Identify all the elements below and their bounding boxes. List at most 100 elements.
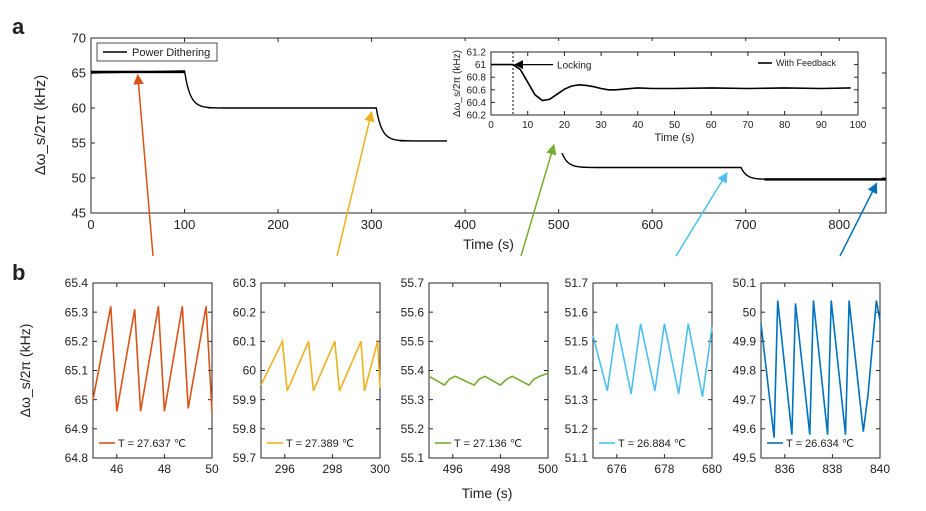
y-tick-label: 55.7: [401, 276, 425, 290]
zoom-legend-label: T = 27.637 ℃: [118, 438, 186, 450]
y-tick-label: 60.3: [233, 276, 257, 290]
y-tick-label: 64.9: [65, 422, 89, 436]
x-tick-label: 50: [205, 462, 219, 476]
x-tick-label: 46: [110, 462, 124, 476]
y-axis-label: Δω_s/2π (kHz): [17, 324, 33, 418]
x-tick-label: 700: [735, 217, 757, 232]
y-tick-label: 45: [72, 206, 86, 221]
x-tick-label: 298: [322, 462, 342, 476]
x-tick-label: 60: [706, 120, 718, 131]
x-tick-label: 500: [548, 217, 570, 232]
axes-box: [92, 282, 213, 459]
inset-x-axis-label: Time (s): [655, 132, 695, 144]
y-tick-label: 50: [743, 305, 757, 319]
pointer-arrow: [839, 182, 878, 257]
x-tick-label: 80: [779, 120, 791, 131]
y-tick-label: 51.6: [565, 305, 589, 319]
shared-x-axis-label: Time (s): [462, 485, 513, 501]
zoom-chart-2: 296 298 300 59.7 59.8 59.9 60 60.1 60.2 60.3 T = 2…: [233, 276, 391, 476]
axes-box: [592, 282, 713, 459]
y-tick-label: 51.3: [565, 393, 589, 407]
y-tick-label: 60.8: [467, 73, 487, 84]
y-tick-label: 61.2: [467, 48, 487, 59]
y-axis-label: Δω_s/2π (kHz): [32, 75, 49, 175]
y-tick-label: 55: [72, 136, 86, 151]
zoom-chart-3: 496 498 500 55.1 55.2 55.3 55.4 55.5 55.6 55.7 T =…: [401, 276, 559, 476]
zoom-chart-5: 836 838 840 49.5 49.6 49.7 49.8 49.9 50 50.1 T = 2…: [733, 276, 891, 476]
x-tick-label: 600: [641, 217, 663, 232]
y-tick-label: 55.1: [401, 451, 425, 465]
pointer-arrow: [520, 143, 557, 257]
y-tick-label: 51.2: [565, 422, 589, 436]
x-tick-label: 498: [490, 462, 510, 476]
zoom-legend-label: T = 27.389 ℃: [286, 438, 354, 450]
y-tick-label: 49.5: [733, 451, 757, 465]
y-tick-label: 50: [72, 171, 86, 186]
x-tick-label: 680: [702, 462, 722, 476]
y-tick-label: 65.4: [65, 276, 89, 290]
dither-band: [582, 166, 742, 169]
y-tick-label: 59.9: [233, 393, 257, 407]
y-tick-label: 65.1: [65, 364, 89, 378]
zoom-legend-label: T = 26.634 ℃: [786, 438, 854, 450]
y-tick-label: 65.2: [65, 335, 89, 349]
zoom-chart-4: 676 678 680 51.1 51.2 51.3 51.4 51.5 51.6 51.7 T =…: [565, 276, 723, 476]
y-tick-label: 65.3: [65, 305, 89, 319]
inset-chart: 0 10 20 30 40 50 60 70 80 90 100 60.2 60.4 60.660.8 61…: [447, 41, 872, 153]
panel-label-a: a: [12, 14, 25, 39]
y-tick-label: 59.7: [233, 451, 257, 465]
pointer-arrow: [133, 73, 154, 257]
panel-label-b: b: [12, 260, 25, 285]
zoom-legend-label: T = 26.884 ℃: [618, 438, 686, 450]
x-tick-label: 676: [607, 462, 627, 476]
x-tick-label: 100: [174, 217, 196, 232]
y-tick-label: 60: [243, 364, 257, 378]
zoom-trace: [760, 300, 881, 438]
y-tick-label: 60.2: [467, 111, 487, 122]
x-tick-label: 70: [742, 120, 754, 131]
dither-band: [91, 70, 185, 74]
y-tick-label: 59.8: [233, 422, 257, 436]
x-tick-label: 40: [632, 120, 644, 131]
x-tick-label: 10: [522, 120, 534, 131]
x-tick-label: 48: [158, 462, 172, 476]
zoom-trace: [592, 323, 713, 397]
x-tick-label: 836: [775, 462, 795, 476]
x-tick-label: 20: [559, 120, 571, 131]
x-tick-label: 0: [87, 217, 94, 232]
y-tick-label: 60: [72, 101, 86, 116]
pointer-arrow: [336, 110, 375, 257]
y-tick-label: 51.1: [565, 451, 589, 465]
legend-box: [96, 42, 218, 62]
x-axis-label: Time (s): [463, 236, 514, 252]
y-tick-label: 60.6: [467, 85, 487, 96]
x-tick-label: 678: [654, 462, 674, 476]
x-tick-label: 300: [370, 462, 390, 476]
zoom-chart-1: 46 48 50 64.8 64.9 65 65.1 65.2 65.3 65.4 T = 27.6…: [17, 276, 219, 476]
lock-annotation: Locking: [557, 61, 591, 72]
x-tick-label: 500: [538, 462, 558, 476]
axes-box: [428, 282, 549, 459]
x-tick-label: 800: [828, 217, 850, 232]
arrows: [133, 73, 878, 257]
zoom-charts: 46 48 50 64.8 64.9 65 65.1 65.2 65.3 65.4 T = 27.6…: [17, 276, 890, 476]
y-tick-label: 49.8: [733, 364, 757, 378]
x-tick-label: 838: [822, 462, 842, 476]
y-tick-label: 51.7: [565, 276, 589, 290]
zoom-legend-label: T = 27.136 ℃: [454, 438, 522, 450]
x-tick-label: 0: [488, 120, 494, 131]
x-tick-label: 296: [275, 462, 295, 476]
x-tick-label: 30: [596, 120, 608, 131]
y-tick-label: 60.1: [233, 335, 257, 349]
x-tick-label: 200: [267, 217, 289, 232]
zoom-trace: [92, 306, 213, 412]
inset-trace: [491, 63, 851, 102]
y-tick-label: 55.2: [401, 422, 425, 436]
dither-band: [764, 178, 886, 181]
x-tick-label: 50: [669, 120, 681, 131]
x-tick-label: 496: [443, 462, 463, 476]
y-tick-label: 49.9: [733, 335, 757, 349]
legend-label: Power Dithering: [132, 47, 210, 59]
y-tick-label: 64.8: [65, 451, 89, 465]
